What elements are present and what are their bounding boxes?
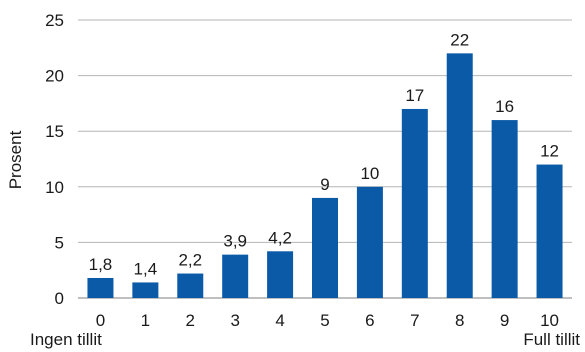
data-label: 2,2 <box>178 251 202 270</box>
data-label: 1,4 <box>134 259 158 278</box>
bar <box>177 273 204 298</box>
data-labels: 1,8 1,4 2,2 3,9 4,2 9 10 17 22 16 12 <box>89 30 559 278</box>
x-tick-label: 6 <box>365 311 374 330</box>
y-axis-ticks: 0 5 10 15 20 25 <box>45 11 64 308</box>
bar <box>446 53 473 298</box>
data-label: 9 <box>320 175 329 194</box>
x-tick-label: 1 <box>141 311 150 330</box>
x-tick-label: 2 <box>186 311 195 330</box>
x-tick-label: 0 <box>96 311 105 330</box>
bar <box>312 197 338 298</box>
gridlines <box>78 19 572 299</box>
x-axis-right-end-label: Full tillit <box>523 330 580 349</box>
y-tick-label: 25 <box>45 11 64 30</box>
x-tick-label: 4 <box>275 311 284 330</box>
bar <box>401 108 428 299</box>
y-tick-label: 5 <box>55 233 64 252</box>
x-axis-left-end-label: Ingen tillit <box>30 330 102 349</box>
x-tick-label: 5 <box>320 311 329 330</box>
x-axis-ticks: 0 1 2 3 4 5 6 7 8 9 10 <box>96 311 559 330</box>
y-axis-label: Prosent <box>6 130 25 189</box>
bar <box>87 277 114 298</box>
data-label: 17 <box>405 86 424 105</box>
y-tick-label: 10 <box>45 178 64 197</box>
bar <box>536 164 563 298</box>
data-label: 3,9 <box>223 232 247 251</box>
data-label: 1,8 <box>89 255 113 274</box>
data-label: 16 <box>495 97 514 116</box>
y-tick-label: 0 <box>55 289 64 308</box>
bar <box>267 251 294 298</box>
y-tick-label: 20 <box>45 67 64 86</box>
data-label: 12 <box>540 142 559 161</box>
x-tick-label: 10 <box>540 311 559 330</box>
x-tick-label: 3 <box>230 311 239 330</box>
bars <box>87 53 563 299</box>
y-tick-label: 15 <box>45 122 64 141</box>
bar <box>222 254 249 298</box>
data-label: 4,2 <box>268 228 292 247</box>
bar <box>491 120 518 298</box>
x-tick-label: 9 <box>500 311 509 330</box>
data-label: 10 <box>360 164 379 183</box>
bar <box>132 282 159 298</box>
x-tick-label: 8 <box>455 311 464 330</box>
x-tick-label: 7 <box>410 311 419 330</box>
bar <box>356 186 383 298</box>
data-label: 22 <box>450 30 469 49</box>
